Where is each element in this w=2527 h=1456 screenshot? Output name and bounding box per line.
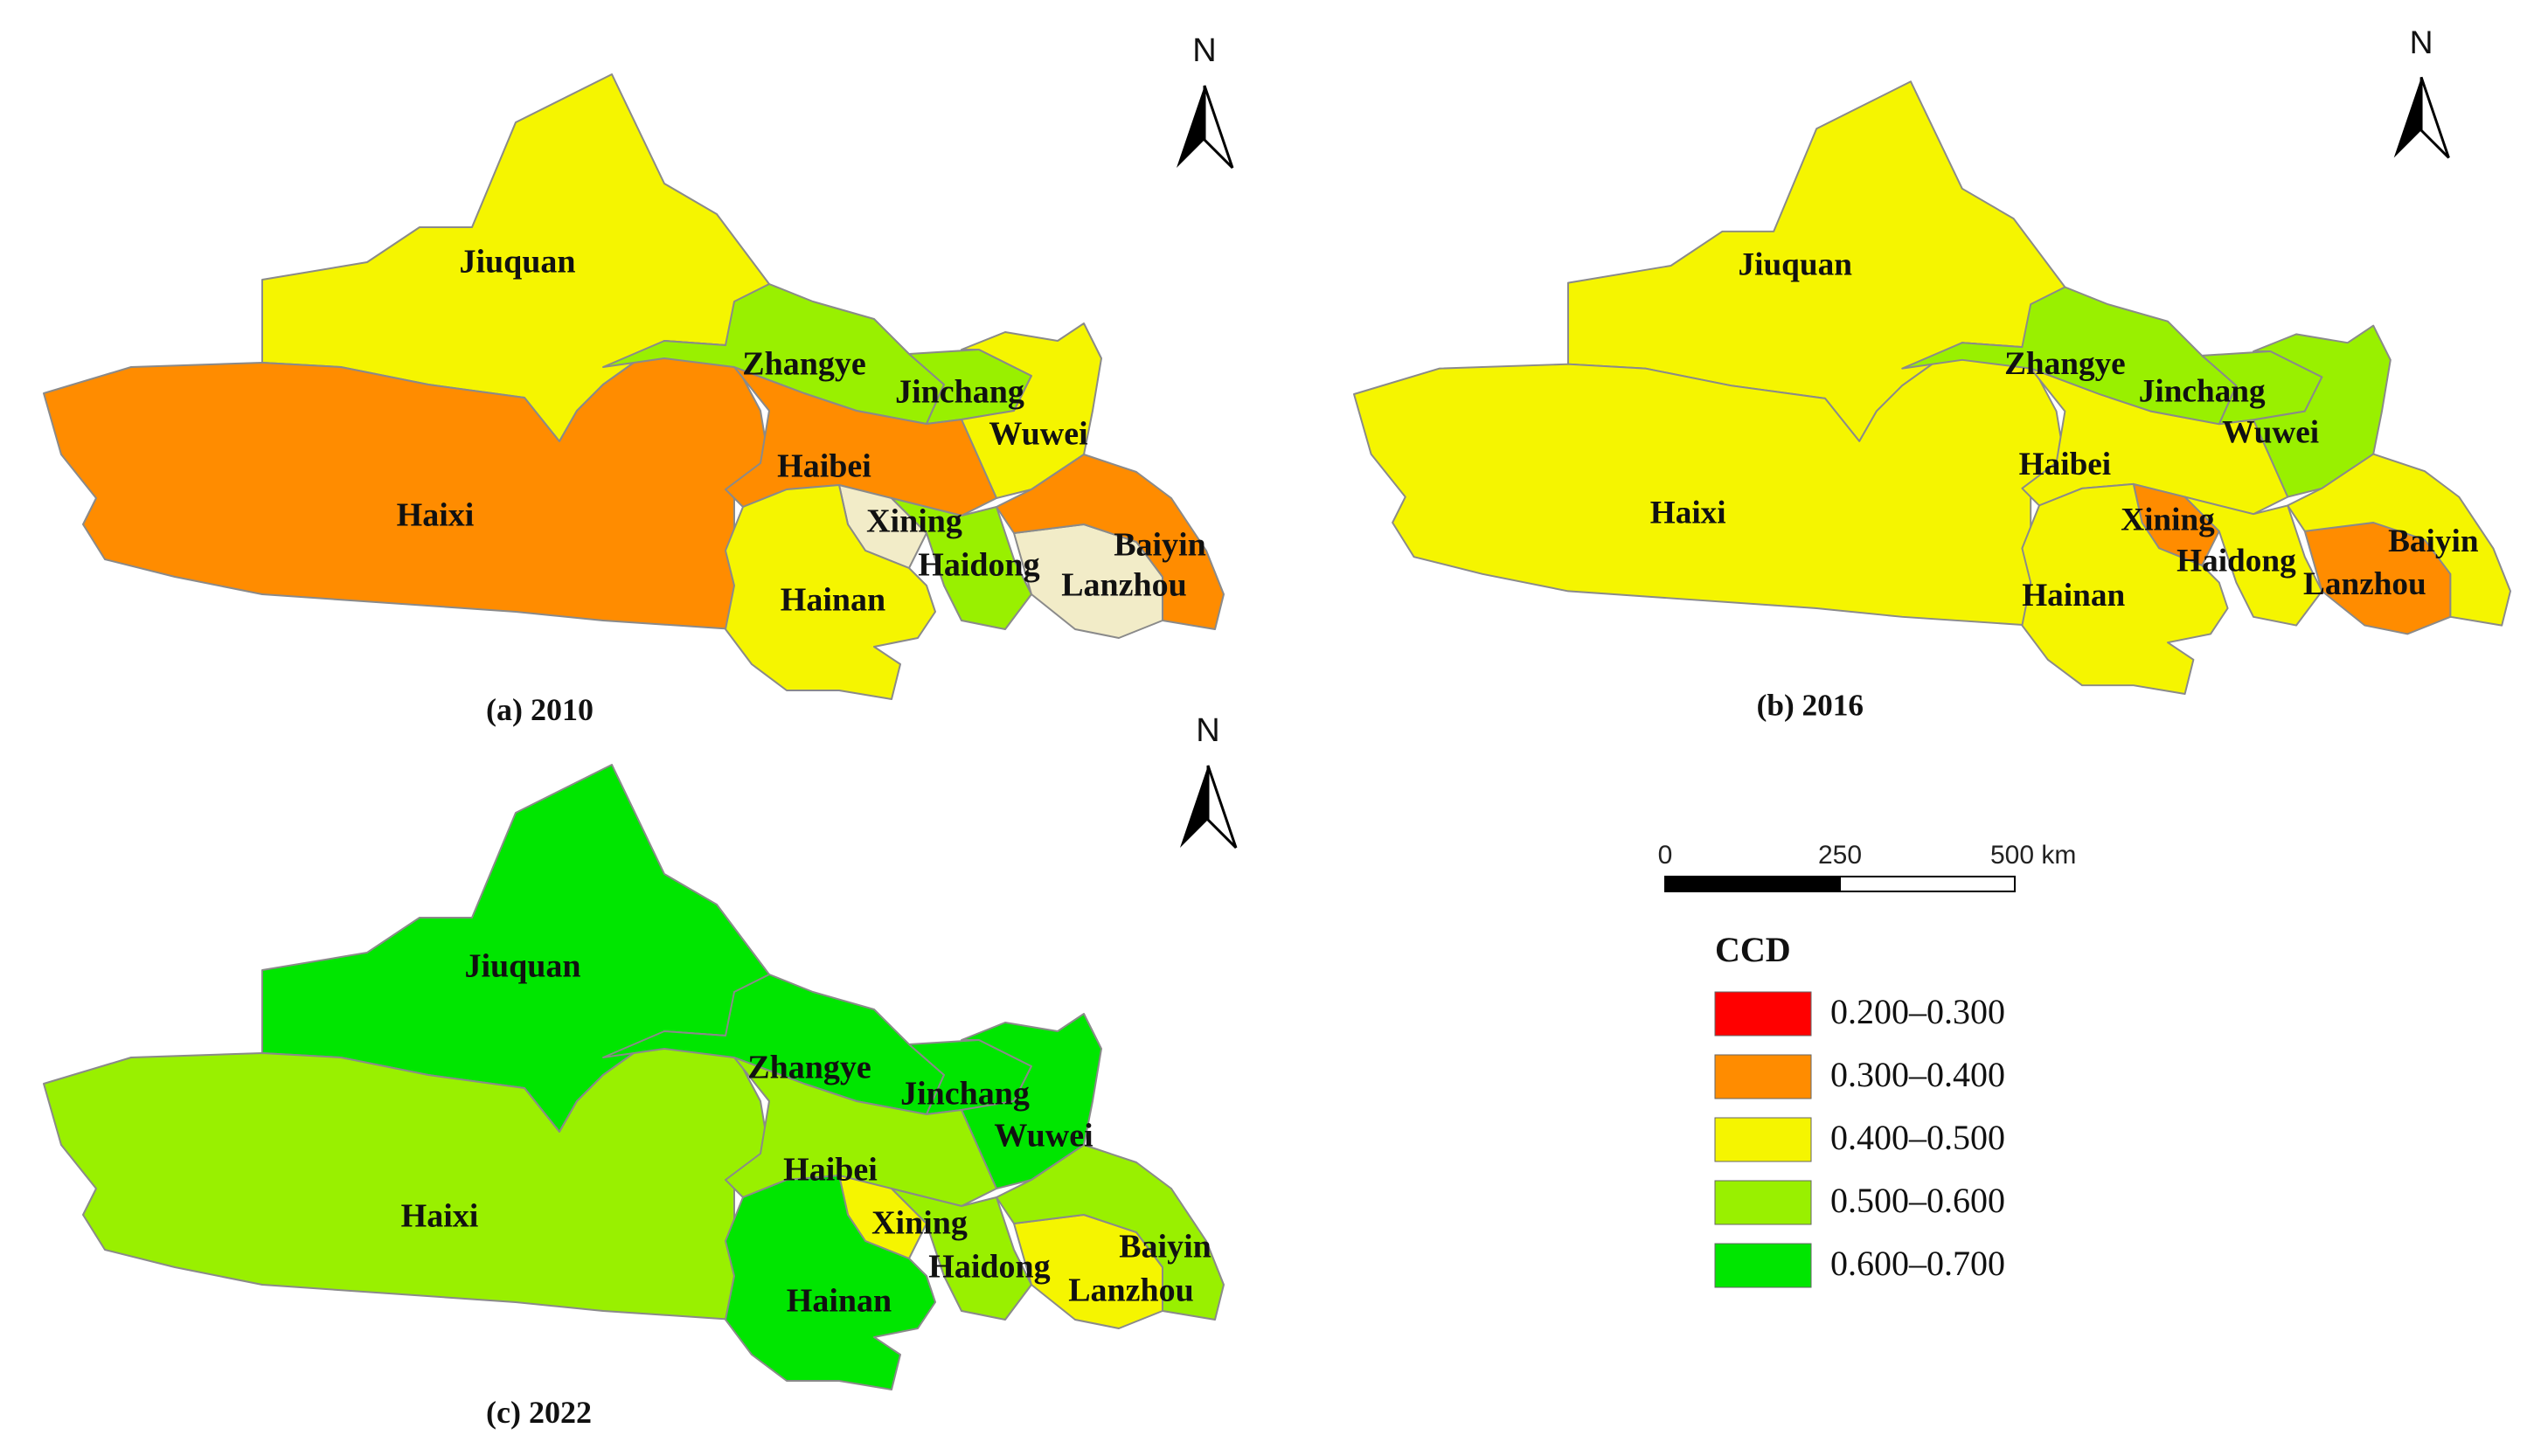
label-baiyin: Baiyin <box>1119 1229 1211 1265</box>
label-jinchang: Jinchang <box>2139 374 2266 410</box>
panel-caption: (a) 2010 <box>486 692 594 727</box>
legend-title: CCD <box>1715 930 1791 969</box>
map-panel-2016: Jiuquan Haixi Zhangye Jinchang Wuwei Hai… <box>1353 24 2511 723</box>
legend-label: 0.500–0.600 <box>1830 1181 2005 1220</box>
label-haibei: Haibei <box>777 448 871 485</box>
north-arrow-right-half <box>1203 85 1234 170</box>
north-letter: N <box>1196 712 1219 749</box>
label-jiuquan: Jiuquan <box>459 244 575 281</box>
label-zhangye: Zhangye <box>742 346 865 383</box>
label-haixi: Haixi <box>401 1198 479 1235</box>
label-xining: Xining <box>871 1205 968 1242</box>
legend-label: 0.600–0.700 <box>1830 1244 2005 1283</box>
north-arrow: N <box>2393 24 2450 159</box>
legend-swatch <box>1714 991 1812 1037</box>
label-haidong: Haidong <box>928 1249 1050 1286</box>
north-arrow-left-half <box>1180 766 1208 848</box>
north-letter: N <box>2410 24 2433 60</box>
label-wuwei: Wuwei <box>2222 415 2319 451</box>
label-lanzhou: Lanzhou <box>1061 567 1187 604</box>
legend-label: 0.300–0.400 <box>1830 1055 2005 1094</box>
label-haibei: Haibei <box>2019 447 2112 482</box>
legend-label: 0.400–0.500 <box>1830 1118 2005 1157</box>
north-arrow-right-half <box>1206 765 1238 849</box>
label-haidong: Haidong <box>918 547 1039 584</box>
panel-caption: (c) 2022 <box>486 1395 592 1430</box>
label-zhangye: Zhangye <box>747 1050 871 1086</box>
scale-tick-250: 250 <box>1818 841 1862 870</box>
map-panel-2010: Jiuquan Haixi Zhangye Jinchang Wuwei Hai… <box>43 32 1234 727</box>
label-baiyin: Baiyin <box>2388 523 2479 559</box>
north-arrow-right-half <box>2419 76 2450 159</box>
label-haixi: Haixi <box>1650 496 1726 531</box>
label-haibei: Haibei <box>783 1152 878 1189</box>
label-lanzhou: Lanzhou <box>2303 566 2426 602</box>
label-jiuquan: Jiuquan <box>1738 247 1852 283</box>
label-wuwei: Wuwei <box>994 1118 1093 1154</box>
scale-tick-500: 500 km <box>1990 841 2076 870</box>
region-haixi <box>43 340 770 630</box>
label-jinchang: Jinchang <box>900 1076 1030 1113</box>
region-haixi <box>43 1030 770 1321</box>
scale-bar: 0 250 500 km <box>1658 841 2076 892</box>
north-arrow-left-half <box>2393 77 2422 158</box>
legend: CCD 0.200–0.300 0.300–0.400 0.400–0.500 0.5… <box>1714 930 2005 1288</box>
north-arrow: N <box>1180 712 1238 849</box>
label-haixi: Haixi <box>397 497 475 534</box>
scale-bar-white-segment <box>1839 876 2016 892</box>
map-panel-2022: Jiuquan Haixi Zhangye Jinchang Wuwei Hai… <box>43 712 1238 1430</box>
label-wuwei: Wuwei <box>989 416 1087 453</box>
region-haixi <box>1353 342 2066 627</box>
label-jiuquan: Jiuquan <box>464 948 580 985</box>
panel-caption: (b) 2016 <box>1757 689 1864 723</box>
label-hainan: Hainan <box>787 1283 892 1320</box>
scale-tick-0: 0 <box>1658 841 1673 870</box>
label-xining: Xining <box>866 503 962 540</box>
label-hainan: Hainan <box>2022 578 2125 614</box>
north-arrow: N <box>1177 32 1234 170</box>
north-letter: N <box>1192 32 1216 69</box>
scale-bar-black-segment <box>1664 876 1841 892</box>
legend-swatch <box>1714 1054 1812 1099</box>
legend-swatch <box>1714 1243 1812 1288</box>
label-haidong: Haidong <box>2176 544 2296 579</box>
legend-label: 0.200–0.300 <box>1830 992 2005 1031</box>
label-zhangye: Zhangye <box>2004 346 2126 382</box>
label-hainan: Hainan <box>781 582 885 619</box>
legend-swatch <box>1714 1180 1812 1225</box>
label-baiyin: Baiyin <box>1114 527 1206 564</box>
legend-swatch <box>1714 1117 1812 1162</box>
label-xining: Xining <box>2121 503 2215 538</box>
label-lanzhou: Lanzhou <box>1068 1272 1194 1309</box>
label-jinchang: Jinchang <box>895 374 1024 411</box>
north-arrow-left-half <box>1177 86 1204 168</box>
